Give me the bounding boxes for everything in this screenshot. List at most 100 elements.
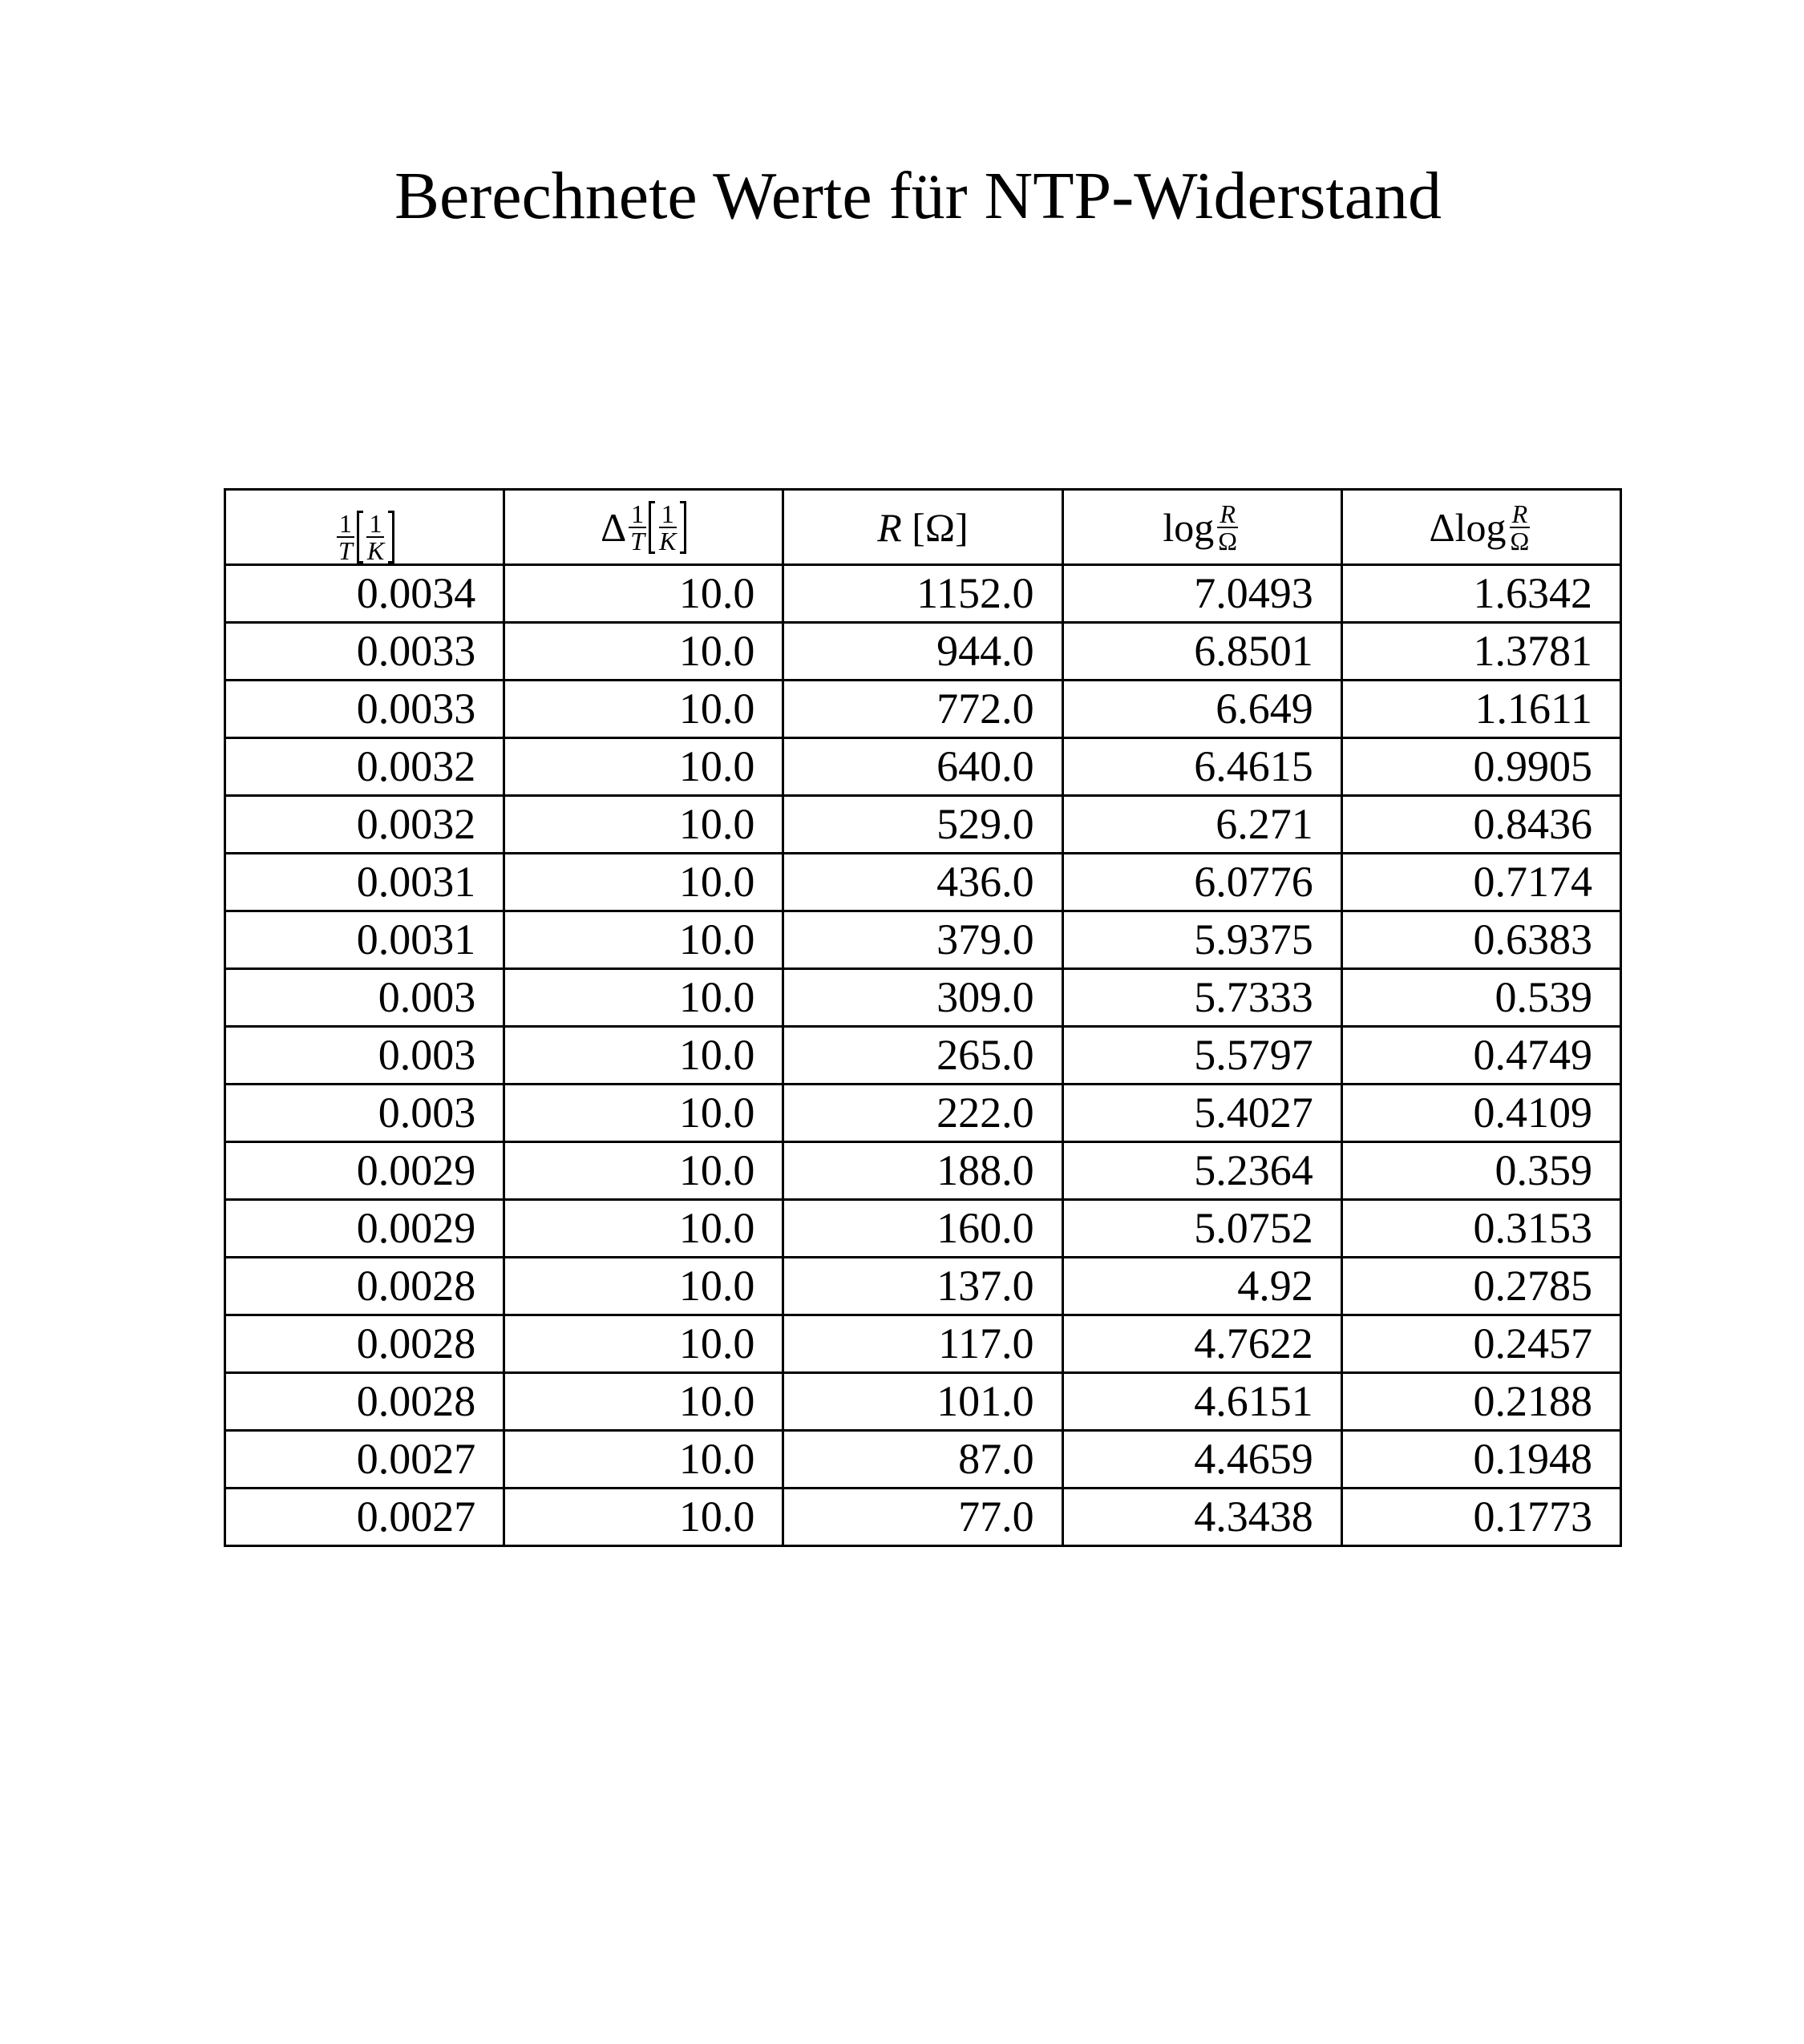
table-row: 0.0027 10.0 87.0 4.4659 0.1948 xyxy=(223,1429,1623,1489)
cell-inverse-temperature: 0.0029 xyxy=(223,1198,506,1258)
cell-log-resistance: 5.4027 xyxy=(1061,1083,1343,1143)
cell-log-resistance: 5.9375 xyxy=(1061,910,1343,970)
cell-log-resistance: 5.7333 xyxy=(1061,967,1343,1028)
cell-log-resistance: 6.8501 xyxy=(1061,621,1343,681)
cell-inverse-temperature: 0.0032 xyxy=(223,737,506,797)
cell-delta-log-resistance: 0.4749 xyxy=(1340,1025,1623,1085)
fraction: R Ω xyxy=(1509,499,1531,555)
cell-resistance: 1152.0 xyxy=(782,564,1064,624)
cell-delta-inverse-temperature: 10.0 xyxy=(503,1025,785,1085)
table-row: 0.0029 10.0 160.0 5.0752 0.3153 xyxy=(223,1198,1623,1258)
header-log-resistance: log R Ω xyxy=(1061,488,1343,566)
table-row: 0.003 10.0 265.0 5.5797 0.4749 xyxy=(223,1025,1623,1085)
cell-delta-log-resistance: 0.3153 xyxy=(1340,1198,1623,1258)
cell-delta-inverse-temperature: 10.0 xyxy=(503,794,785,854)
header-resistance: R [Ω] xyxy=(782,488,1064,566)
table-row: 0.0028 10.0 117.0 4.7622 0.2457 xyxy=(223,1314,1623,1374)
cell-delta-inverse-temperature: 10.0 xyxy=(503,1198,785,1258)
cell-resistance: 188.0 xyxy=(782,1141,1064,1201)
cell-resistance: 117.0 xyxy=(782,1314,1064,1374)
cell-log-resistance: 6.271 xyxy=(1061,794,1343,854)
cell-resistance: 265.0 xyxy=(782,1025,1064,1085)
cell-log-resistance: 5.5797 xyxy=(1061,1025,1343,1085)
cell-log-resistance: 4.92 xyxy=(1061,1256,1343,1316)
table-row: 0.0029 10.0 188.0 5.2364 0.359 xyxy=(223,1141,1623,1201)
table-row: 0.0032 10.0 640.0 6.4615 0.9905 xyxy=(223,737,1623,797)
cell-delta-inverse-temperature: 10.0 xyxy=(503,967,785,1028)
cell-delta-log-resistance: 1.3781 xyxy=(1340,621,1623,681)
page-title: Berechnete Werte für NTP-Widerstand xyxy=(394,159,1442,233)
cell-inverse-temperature: 0.0032 xyxy=(223,794,506,854)
fraction: 1 T xyxy=(336,511,355,564)
table-row: 0.0034 10.0 1152.0 7.0493 1.6342 xyxy=(223,564,1623,624)
cell-resistance: 309.0 xyxy=(782,967,1064,1028)
cell-inverse-temperature: 0.0029 xyxy=(223,1141,506,1201)
cell-delta-inverse-temperature: 10.0 xyxy=(503,1429,785,1489)
values-table: 1 T 1 K Δ 1 T xyxy=(223,488,1623,1547)
cell-delta-inverse-temperature: 10.0 xyxy=(503,1314,785,1374)
table-row: 0.0032 10.0 529.0 6.271 0.8436 xyxy=(223,794,1623,854)
cell-inverse-temperature: 0.0031 xyxy=(223,852,506,912)
table-row: 0.003 10.0 309.0 5.7333 0.539 xyxy=(223,967,1623,1028)
cell-inverse-temperature: 0.0031 xyxy=(223,910,506,970)
cell-delta-log-resistance: 0.2785 xyxy=(1340,1256,1623,1316)
cell-inverse-temperature: 0.0028 xyxy=(223,1371,506,1432)
cell-delta-inverse-temperature: 10.0 xyxy=(503,564,785,624)
cell-log-resistance: 4.3438 xyxy=(1061,1487,1343,1547)
cell-delta-log-resistance: 0.539 xyxy=(1340,967,1623,1028)
cell-resistance: 160.0 xyxy=(782,1198,1064,1258)
cell-inverse-temperature: 0.0028 xyxy=(223,1256,506,1316)
cell-delta-log-resistance: 0.2188 xyxy=(1340,1371,1623,1432)
cell-inverse-temperature: 0.0027 xyxy=(223,1429,506,1489)
table-row: 0.0027 10.0 77.0 4.3438 0.1773 xyxy=(223,1487,1623,1547)
table-row: 0.0028 10.0 137.0 4.92 0.2785 xyxy=(223,1256,1623,1316)
cell-delta-log-resistance: 0.8436 xyxy=(1340,794,1623,854)
fraction: R Ω xyxy=(1217,499,1238,555)
cell-inverse-temperature: 0.0034 xyxy=(223,564,506,624)
table-row: 0.0031 10.0 436.0 6.0776 0.7174 xyxy=(223,852,1623,912)
cell-inverse-temperature: 0.0033 xyxy=(223,679,506,739)
cell-delta-inverse-temperature: 10.0 xyxy=(503,1371,785,1432)
cell-delta-log-resistance: 0.2457 xyxy=(1340,1314,1623,1374)
cell-log-resistance: 4.6151 xyxy=(1061,1371,1343,1432)
cell-resistance: 137.0 xyxy=(782,1256,1064,1316)
header-delta-log-resistance: Δlog R Ω xyxy=(1340,488,1623,566)
cell-resistance: 77.0 xyxy=(782,1487,1064,1547)
cell-log-resistance: 4.4659 xyxy=(1061,1429,1343,1489)
cell-delta-log-resistance: 1.1611 xyxy=(1340,679,1623,739)
cell-inverse-temperature: 0.0028 xyxy=(223,1314,506,1374)
cell-delta-log-resistance: 0.6383 xyxy=(1340,910,1623,970)
cell-delta-inverse-temperature: 10.0 xyxy=(503,910,785,970)
cell-delta-inverse-temperature: 10.0 xyxy=(503,1141,785,1201)
cell-resistance: 436.0 xyxy=(782,852,1064,912)
table-row: 0.003 10.0 222.0 5.4027 0.4109 xyxy=(223,1083,1623,1143)
cell-resistance: 772.0 xyxy=(782,679,1064,739)
header-inverse-temperature: 1 T 1 K xyxy=(223,488,506,566)
cell-log-resistance: 6.0776 xyxy=(1061,852,1343,912)
cell-inverse-temperature: 0.0033 xyxy=(223,621,506,681)
fraction: 1 T xyxy=(628,501,647,554)
cell-log-resistance: 6.649 xyxy=(1061,679,1343,739)
unit-bracket: 1 K xyxy=(649,501,687,554)
cell-inverse-temperature: 0.003 xyxy=(223,1083,506,1143)
cell-log-resistance: 4.7622 xyxy=(1061,1314,1343,1374)
cell-delta-inverse-temperature: 10.0 xyxy=(503,737,785,797)
cell-delta-log-resistance: 0.7174 xyxy=(1340,852,1623,912)
cell-inverse-temperature: 0.003 xyxy=(223,967,506,1028)
cell-delta-inverse-temperature: 10.0 xyxy=(503,1487,785,1547)
table-row: 0.0031 10.0 379.0 5.9375 0.6383 xyxy=(223,910,1623,970)
cell-delta-inverse-temperature: 10.0 xyxy=(503,621,785,681)
cell-inverse-temperature: 0.0027 xyxy=(223,1487,506,1547)
cell-resistance: 529.0 xyxy=(782,794,1064,854)
cell-delta-log-resistance: 0.4109 xyxy=(1340,1083,1623,1143)
cell-delta-inverse-temperature: 10.0 xyxy=(503,679,785,739)
table-body: 0.0034 10.0 1152.0 7.0493 1.6342 0.0033 10.0 94… xyxy=(223,564,1623,1547)
cell-log-resistance: 7.0493 xyxy=(1061,564,1343,624)
cell-log-resistance: 5.0752 xyxy=(1061,1198,1343,1258)
unit-bracket: 1 K xyxy=(356,511,395,564)
cell-log-resistance: 5.2364 xyxy=(1061,1141,1343,1201)
table-row: 0.0033 10.0 944.0 6.8501 1.3781 xyxy=(223,621,1623,681)
table-row: 0.0028 10.0 101.0 4.6151 0.2188 xyxy=(223,1371,1623,1432)
cell-delta-log-resistance: 0.1948 xyxy=(1340,1429,1623,1489)
header-delta-inverse-temperature: Δ 1 T 1 K xyxy=(503,488,785,566)
